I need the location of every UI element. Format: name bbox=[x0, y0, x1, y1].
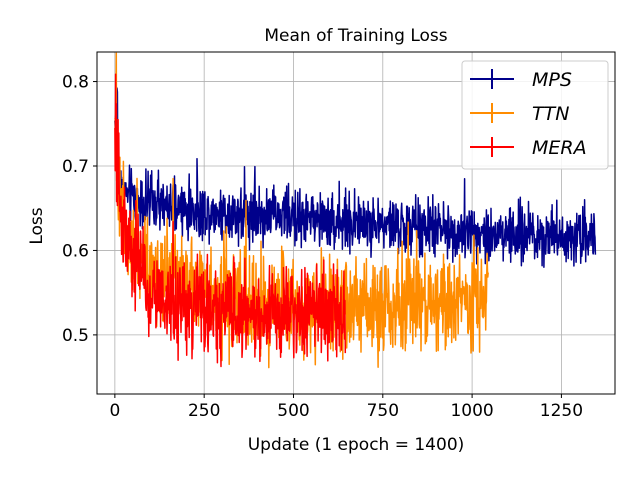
y-axis-label: Loss bbox=[27, 207, 47, 244]
y-axis: 0.5 0.6 0.7 0.8 bbox=[62, 73, 97, 346]
x-tick-label: 0 bbox=[109, 401, 120, 421]
plot-frame bbox=[96, 51, 616, 395]
x-tick-label: 250 bbox=[188, 401, 220, 421]
y-tick-label: 0.6 bbox=[62, 241, 89, 261]
x-tick-label: 1000 bbox=[450, 401, 493, 421]
x-tick-label: 750 bbox=[367, 401, 399, 421]
legend: MPS TTN MERA bbox=[461, 60, 609, 170]
legend-label-mps: MPS bbox=[532, 69, 572, 91]
legend-label-mera: MERA bbox=[532, 137, 587, 159]
x-axis: 0 250 500 750 1000 1250 bbox=[109, 394, 583, 421]
series-line-mps bbox=[114, 87, 597, 268]
y-tick-label: 0.8 bbox=[62, 73, 89, 93]
legend-label-ttn: TTN bbox=[532, 103, 569, 125]
legend-box bbox=[461, 60, 609, 170]
series-layer bbox=[114, 52, 597, 369]
y-tick-label: 0.7 bbox=[62, 157, 89, 177]
y-tick-label: 0.5 bbox=[62, 326, 89, 346]
x-tick-label: 500 bbox=[277, 401, 309, 421]
x-tick-label: 1250 bbox=[540, 401, 583, 421]
series-line-mera bbox=[114, 73, 347, 368]
x-axis-label: Update (1 epoch = 1400) bbox=[248, 435, 465, 455]
chart-title: Mean of Training Loss bbox=[264, 26, 447, 46]
